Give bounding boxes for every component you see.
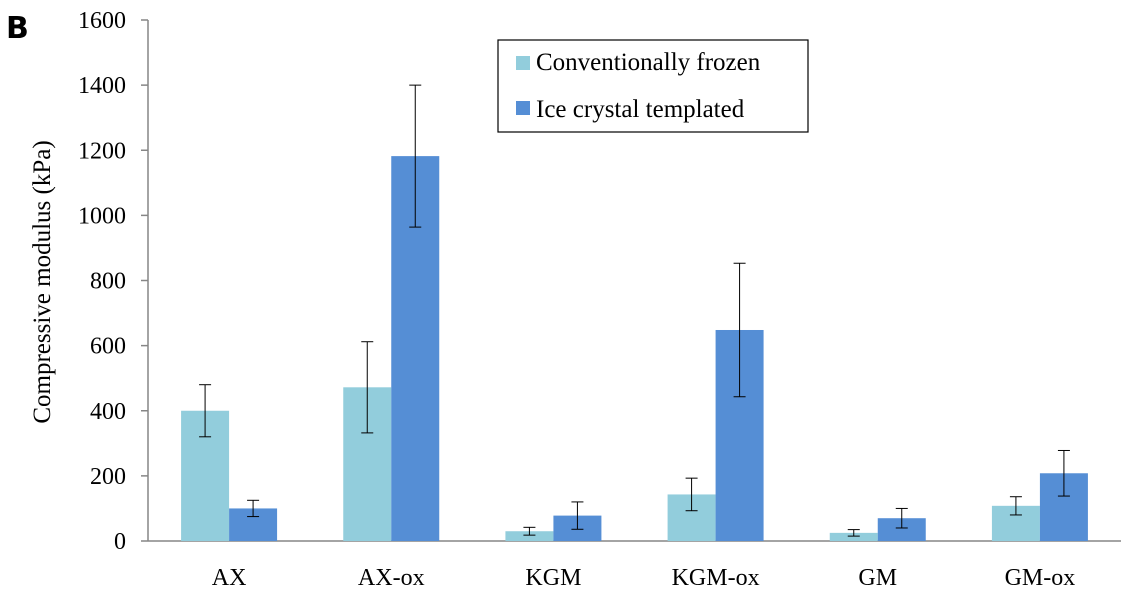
y-tick-label: 0 [114,529,126,555]
legend-swatch-conventionally-frozen [516,56,530,70]
y-tick-label: 200 [90,464,126,490]
x-axis-labels: AX AX-ox KGM KGM-ox GM GM-ox [212,565,1076,591]
x-tick-label-ax-ox: AX-ox [358,565,425,591]
y-tick-label: 1400 [78,73,126,99]
y-axis-title: Compressive modulus (kPa) [29,140,56,423]
legend-label-ice-crystal-templated: Ice crystal templated [536,96,745,123]
x-tick-label-gm: GM [858,565,897,591]
y-tick-label: 400 [90,399,126,425]
bar-gm-ice-crystal-templated [877,518,926,541]
y-tick-label: 1200 [78,138,126,164]
y-axis-ticks: 0 200 400 600 800 1000 1200 1400 1600 [78,8,148,555]
y-tick-label: 600 [90,334,126,360]
bar-gm-conventionally-frozen [829,532,878,541]
x-tick-label-gm-ox: GM-ox [1005,565,1076,591]
x-tick-label-kgm: KGM [525,565,581,591]
legend: Conventionally frozen Ice crystal templa… [497,39,809,133]
bars-group [181,84,1088,541]
legend-box [497,39,809,133]
x-tick-label-ax: AX [212,565,247,591]
bar-kgm-conventionally-frozen [505,531,554,541]
panel-label: B [6,11,29,46]
legend-label-conventionally-frozen: Conventionally frozen [536,49,761,76]
y-tick-label: 1000 [78,203,126,229]
y-tick-label: 1600 [78,8,126,34]
y-tick-label: 800 [90,269,126,295]
x-tick-label-kgm-ox: KGM-ox [672,565,760,591]
legend-swatch-ice-crystal-templated [516,101,530,115]
